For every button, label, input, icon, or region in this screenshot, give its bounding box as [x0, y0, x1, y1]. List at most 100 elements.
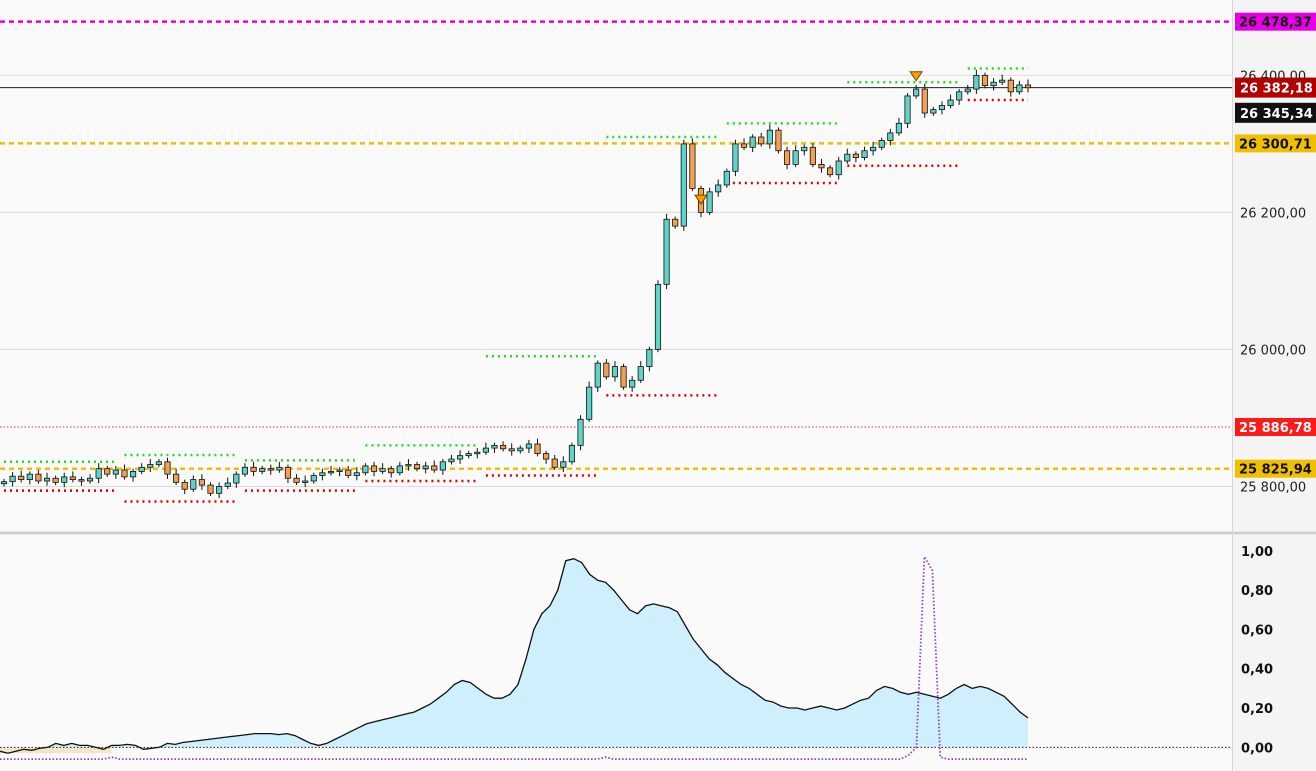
candle-body[interactable]	[18, 475, 25, 481]
candle-body[interactable]	[594, 362, 601, 388]
candle-body[interactable]	[241, 466, 249, 475]
candle-body[interactable]	[663, 218, 670, 285]
candle-body[interactable]	[310, 475, 317, 482]
candle-body[interactable]	[345, 469, 352, 476]
candle-body[interactable]	[198, 479, 205, 486]
candle-body[interactable]	[104, 468, 111, 475]
candle-body[interactable]	[611, 366, 619, 378]
candle-body[interactable]	[388, 468, 395, 474]
candle-body[interactable]	[370, 465, 378, 472]
candle-body[interactable]	[809, 146, 816, 165]
candle-body[interactable]	[35, 473, 42, 482]
candle-body[interactable]	[783, 150, 791, 165]
candle-body[interactable]	[680, 143, 687, 227]
candle-body[interactable]	[947, 99, 954, 106]
candle-body[interactable]	[646, 349, 653, 367]
candle-body[interactable]	[723, 170, 730, 186]
candle-body[interactable]	[164, 461, 171, 475]
candle-body[interactable]	[155, 461, 162, 465]
candle-body[interactable]	[267, 468, 274, 471]
price-pane[interactable]	[0, 0, 1232, 531]
candle-body[interactable]	[913, 88, 920, 97]
candle-body[interactable]	[86, 477, 94, 482]
candle-body[interactable]	[43, 477, 51, 482]
candle-body[interactable]	[0, 481, 8, 485]
candle-body[interactable]	[586, 386, 593, 420]
candle-body[interactable]	[259, 468, 266, 472]
candle-body[interactable]	[508, 448, 515, 452]
candle-body[interactable]	[465, 453, 472, 457]
candle-body[interactable]	[543, 453, 550, 460]
candle-body[interactable]	[491, 444, 498, 449]
candle-body[interactable]	[672, 218, 679, 227]
indicator-axis[interactable]	[1233, 535, 1316, 771]
candle-body[interactable]	[990, 81, 997, 87]
candle-body[interactable]	[852, 153, 859, 158]
candle-body[interactable]	[293, 477, 300, 483]
candle-body[interactable]	[534, 443, 541, 454]
indicator-line[interactable]	[0, 558, 1029, 754]
candle-body[interactable]	[775, 129, 782, 152]
candle-body[interactable]	[336, 469, 343, 472]
candle-body[interactable]	[362, 465, 369, 474]
candle-body[interactable]	[327, 470, 335, 474]
candle-body[interactable]	[413, 464, 421, 470]
candle-body[interactable]	[577, 418, 584, 446]
candle-body[interactable]	[981, 74, 989, 87]
candle-body[interactable]	[284, 466, 292, 479]
candle-body[interactable]	[474, 451, 481, 455]
candle-body[interactable]	[801, 146, 808, 152]
candle-body[interactable]	[500, 444, 507, 450]
candle-body[interactable]	[551, 458, 558, 468]
candle-body[interactable]	[921, 88, 928, 114]
candle-body[interactable]	[973, 74, 980, 90]
candle-body[interactable]	[353, 472, 360, 476]
candle-body[interactable]	[818, 164, 825, 169]
candle-body[interactable]	[740, 143, 748, 148]
candle-body[interactable]	[95, 468, 102, 479]
candle-body[interactable]	[26, 473, 33, 481]
candle-body[interactable]	[405, 464, 412, 467]
candle-body[interactable]	[844, 153, 851, 162]
sell-signal-icon[interactable]	[694, 194, 708, 205]
candle-body[interactable]	[52, 477, 59, 483]
candle-body[interactable]	[895, 122, 902, 134]
candle-body[interactable]	[887, 132, 894, 141]
candle-body[interactable]	[1007, 79, 1014, 93]
candle-body[interactable]	[938, 105, 946, 111]
candle-body[interactable]	[379, 468, 386, 472]
candle-body[interactable]	[835, 160, 842, 176]
candle-body[interactable]	[207, 484, 214, 494]
candle-body[interactable]	[706, 191, 713, 213]
candle-body[interactable]	[224, 482, 231, 487]
candle-body[interactable]	[138, 466, 145, 472]
candle-body[interactable]	[654, 283, 662, 350]
candle-body[interactable]	[78, 479, 85, 482]
candle-body[interactable]	[603, 362, 610, 378]
candle-body[interactable]	[456, 455, 464, 460]
candle-body[interactable]	[431, 465, 438, 471]
candle-body[interactable]	[517, 447, 524, 452]
candle-body[interactable]	[749, 136, 756, 148]
candle-body[interactable]	[190, 479, 197, 490]
candle-body[interactable]	[732, 143, 739, 172]
candle-body[interactable]	[9, 475, 16, 483]
candle-body[interactable]	[956, 91, 963, 101]
candle-body[interactable]	[525, 443, 532, 449]
candle-body[interactable]	[715, 184, 722, 193]
candle-body[interactable]	[250, 466, 257, 472]
candle-body[interactable]	[861, 150, 868, 158]
sell-signal-icon[interactable]	[909, 71, 924, 82]
candle-body[interactable]	[637, 366, 644, 381]
candle-body[interactable]	[482, 447, 489, 453]
candle-body[interactable]	[568, 444, 576, 463]
candle-body[interactable]	[1024, 84, 1032, 89]
candle-body[interactable]	[964, 88, 971, 93]
candle-body[interactable]	[827, 167, 834, 176]
candle-body[interactable]	[216, 486, 223, 494]
candle-body[interactable]	[302, 480, 309, 483]
candle-body[interactable]	[69, 476, 76, 481]
candle-body[interactable]	[448, 458, 455, 463]
candle-body[interactable]	[439, 461, 446, 471]
candle-body[interactable]	[878, 140, 885, 148]
